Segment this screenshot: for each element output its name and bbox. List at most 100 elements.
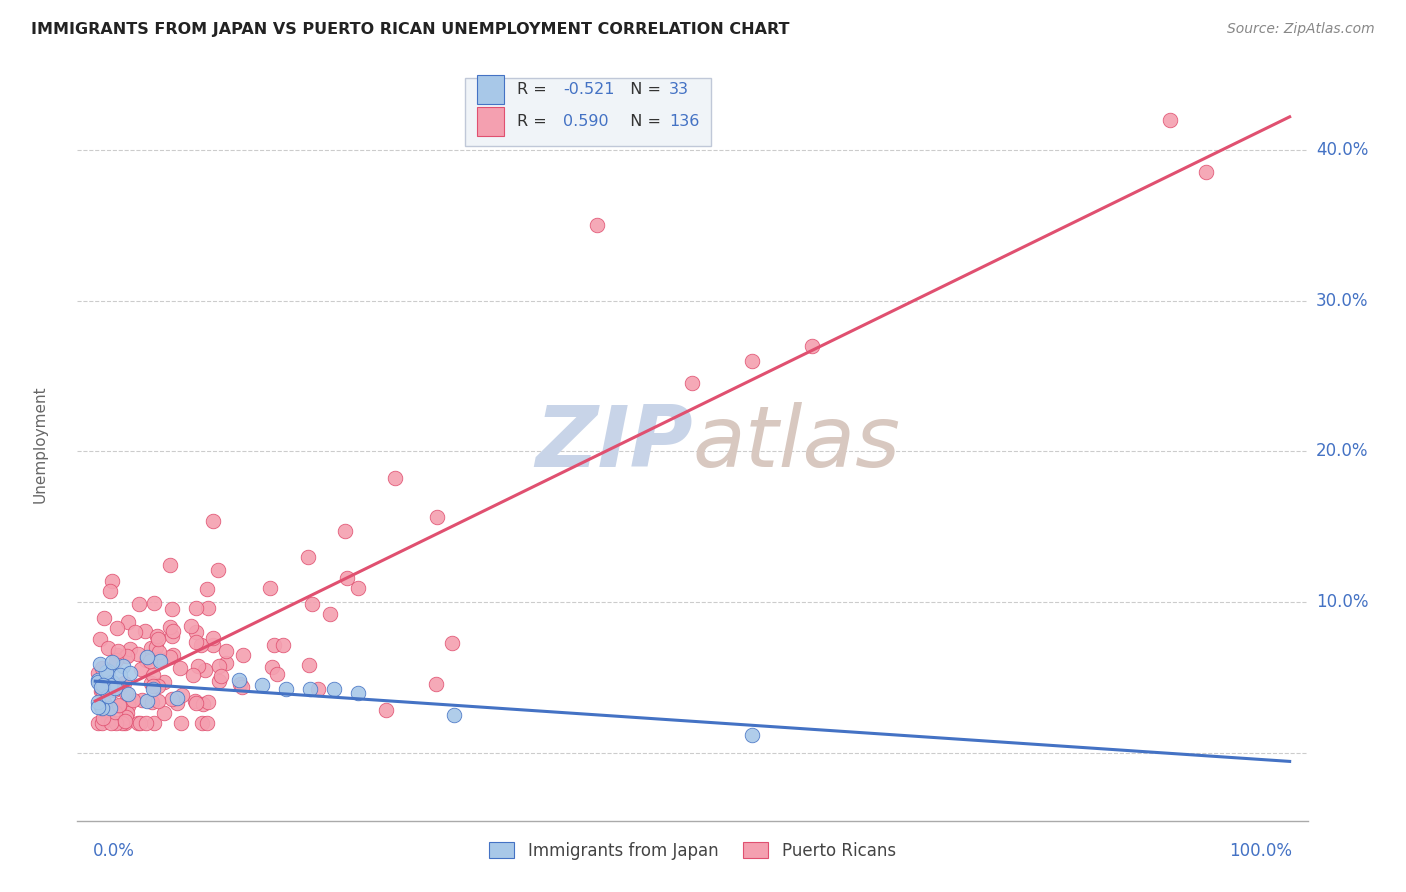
Point — [115, 649, 138, 664]
Point — [90, 700, 112, 714]
Point — [159, 558, 181, 573]
Point — [160, 629, 183, 643]
Point — [86, 673, 108, 687]
Point — [91, 700, 114, 714]
Point — [186, 635, 208, 649]
Point — [105, 621, 128, 635]
Point — [127, 647, 149, 661]
Point — [162, 648, 184, 662]
Point — [115, 649, 138, 664]
Point — [135, 715, 157, 730]
Point — [146, 632, 169, 646]
Point — [93, 695, 115, 709]
Point — [142, 679, 165, 693]
Point — [108, 667, 131, 681]
Point — [197, 715, 219, 730]
Point — [146, 629, 169, 643]
Point — [374, 703, 396, 717]
Point — [440, 636, 463, 650]
Point — [120, 641, 142, 656]
Point — [139, 654, 162, 668]
Point — [191, 697, 214, 711]
Text: R =: R = — [516, 114, 551, 129]
Point — [104, 653, 127, 667]
Point — [162, 624, 184, 639]
Point — [273, 638, 295, 652]
Point — [93, 673, 115, 687]
Point — [115, 710, 138, 724]
Point — [160, 602, 183, 616]
Point — [208, 658, 231, 673]
Point — [89, 632, 111, 646]
Point — [232, 648, 254, 662]
Text: 100.0%: 100.0% — [1229, 842, 1292, 860]
Point — [103, 683, 125, 698]
Point — [107, 648, 129, 662]
Point — [135, 650, 157, 665]
Point — [191, 715, 214, 730]
Point — [682, 376, 704, 391]
Text: -0.521: -0.521 — [564, 82, 614, 97]
Point — [425, 676, 447, 690]
Point — [117, 687, 139, 701]
Point — [115, 686, 138, 700]
Bar — [477, 75, 505, 104]
Point — [299, 682, 322, 697]
Text: 30.0%: 30.0% — [1316, 292, 1368, 310]
Point — [208, 674, 231, 689]
Point — [107, 644, 129, 658]
Point — [87, 715, 110, 730]
Point — [94, 662, 117, 676]
Point — [93, 610, 115, 624]
Text: Unemployment: Unemployment — [32, 385, 48, 502]
Point — [201, 632, 224, 646]
Point — [97, 689, 120, 703]
Point — [1195, 165, 1218, 179]
Point — [142, 681, 165, 696]
Point — [347, 685, 370, 699]
Point — [318, 607, 340, 621]
Bar — [477, 107, 505, 136]
Point — [101, 675, 124, 690]
Point — [100, 574, 122, 588]
Point — [114, 715, 136, 730]
Point — [152, 674, 174, 689]
Text: 40.0%: 40.0% — [1316, 141, 1368, 159]
Point — [91, 715, 114, 730]
Text: ZIP: ZIP — [534, 402, 693, 485]
Point — [148, 645, 170, 659]
Text: 0.590: 0.590 — [564, 114, 609, 129]
Text: 136: 136 — [669, 114, 699, 129]
Point — [104, 705, 127, 719]
Point — [347, 581, 370, 595]
Point — [120, 666, 142, 681]
Legend: Immigrants from Japan, Puerto Ricans: Immigrants from Japan, Puerto Ricans — [482, 835, 903, 866]
Point — [91, 661, 114, 675]
Point — [89, 657, 111, 672]
Point — [142, 596, 165, 610]
Point — [201, 514, 224, 528]
Point — [124, 624, 146, 639]
Point — [741, 354, 763, 368]
Point — [741, 728, 763, 742]
Point — [89, 676, 111, 690]
Point — [145, 640, 167, 655]
Point — [800, 339, 823, 353]
Text: IMMIGRANTS FROM JAPAN VS PUERTO RICAN UNEMPLOYMENT CORRELATION CHART: IMMIGRANTS FROM JAPAN VS PUERTO RICAN UN… — [31, 22, 789, 37]
Point — [97, 712, 120, 726]
Point — [112, 676, 135, 690]
Point — [260, 660, 283, 674]
Point — [159, 620, 181, 634]
Point — [115, 706, 138, 720]
Point — [215, 644, 238, 658]
Point — [184, 625, 207, 640]
Text: R =: R = — [516, 82, 551, 97]
Point — [117, 698, 139, 713]
Text: atlas: atlas — [693, 402, 900, 485]
FancyBboxPatch shape — [465, 78, 711, 146]
Point — [252, 678, 274, 692]
Point — [135, 694, 157, 708]
Point — [86, 675, 108, 690]
Point — [586, 218, 609, 232]
Text: N =: N = — [620, 114, 666, 129]
